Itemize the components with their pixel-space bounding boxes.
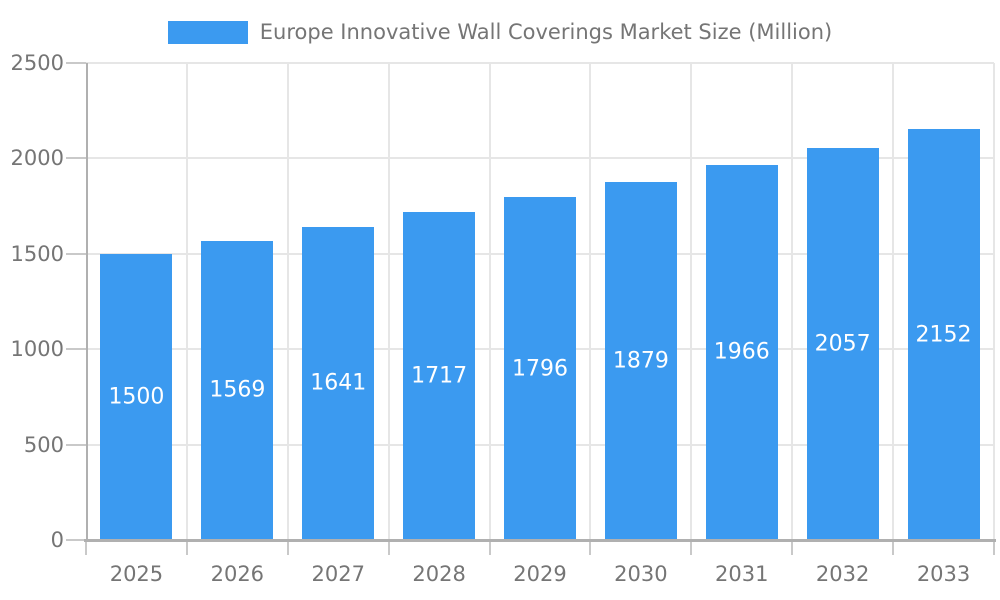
bar: [604, 181, 677, 540]
x-axis-label: 2026: [210, 562, 265, 586]
bar: [705, 164, 778, 540]
bar-value-label: 1717: [411, 363, 468, 389]
y-axis-label: 0: [50, 528, 64, 552]
gridline-horizontal: [86, 157, 994, 160]
bar: [504, 197, 576, 540]
plot-area: 1500 1569 1641 1717 1796 1879 1966 2057 2152: [86, 62, 995, 540]
bar-value-label: 2057: [814, 331, 871, 357]
x-axis-tick: [488, 540, 491, 555]
x-axis-label: 2030: [614, 562, 668, 586]
bar-value-label: 2152: [915, 322, 972, 348]
gridline-vertical: [387, 63, 390, 540]
y-axis-tick: [66, 252, 86, 255]
bar-value-label: 1641: [310, 370, 367, 396]
x-axis-tick: [185, 540, 188, 555]
y-axis-label: 1000: [10, 337, 64, 362]
x-axis-tick: [589, 540, 592, 555]
gridline-vertical: [185, 63, 188, 540]
bar: [302, 226, 375, 540]
bar-value-label: 1879: [612, 348, 669, 374]
x-axis-label: 2028: [412, 562, 466, 586]
bar: [100, 253, 173, 540]
x-axis-tick: [993, 540, 995, 555]
legend-label: Europe Innovative Wall Coverings Market …: [259, 20, 833, 44]
x-axis-label: 2033: [916, 562, 971, 586]
x-axis-label: 2027: [311, 562, 365, 586]
bar: [907, 129, 980, 540]
y-axis-label: 1500: [10, 241, 64, 266]
x-axis-tick: [791, 540, 794, 555]
y-axis-label: 500: [23, 432, 64, 457]
gridline-vertical: [993, 63, 995, 540]
legend-swatch: [167, 20, 248, 44]
x-axis-tick: [387, 540, 390, 555]
y-axis-tick: [66, 62, 86, 64]
x-axis-label: 2031: [715, 562, 769, 586]
x-axis-tick: [85, 540, 87, 555]
gridline-vertical: [690, 63, 693, 540]
y-axis-tick: [66, 443, 86, 446]
bar: [201, 240, 274, 540]
bar-value-label: 1796: [512, 356, 568, 382]
y-axis-label: 2000: [10, 146, 64, 171]
x-axis-label: 2029: [513, 562, 567, 586]
bar-value-label: 1569: [209, 377, 266, 403]
y-axis-tick: [66, 539, 86, 541]
y-axis-tick: [66, 348, 86, 351]
x-axis-line: [84, 539, 996, 542]
x-axis-tick: [690, 540, 693, 555]
gridline-vertical: [892, 63, 895, 540]
gridline-vertical: [589, 63, 592, 540]
x-axis-label: 2025: [109, 562, 164, 586]
x-axis-tick: [286, 540, 289, 555]
gridline-horizontal: [86, 62, 994, 64]
gridline-vertical: [488, 63, 491, 540]
x-axis-tick: [892, 540, 895, 555]
bar-value-label: 1500: [108, 384, 165, 410]
gridline-vertical: [791, 63, 794, 540]
y-axis-line: [86, 63, 88, 540]
y-axis-label: 2500: [10, 51, 64, 75]
gridline-vertical: [286, 63, 289, 540]
y-axis-tick: [66, 157, 86, 160]
x-axis-label: 2032: [815, 562, 870, 586]
bar: [403, 212, 476, 540]
bar-value-label: 1966: [713, 339, 770, 365]
chart-legend[interactable]: Europe Innovative Wall Coverings Market …: [0, 20, 1000, 44]
bar: [806, 147, 879, 540]
